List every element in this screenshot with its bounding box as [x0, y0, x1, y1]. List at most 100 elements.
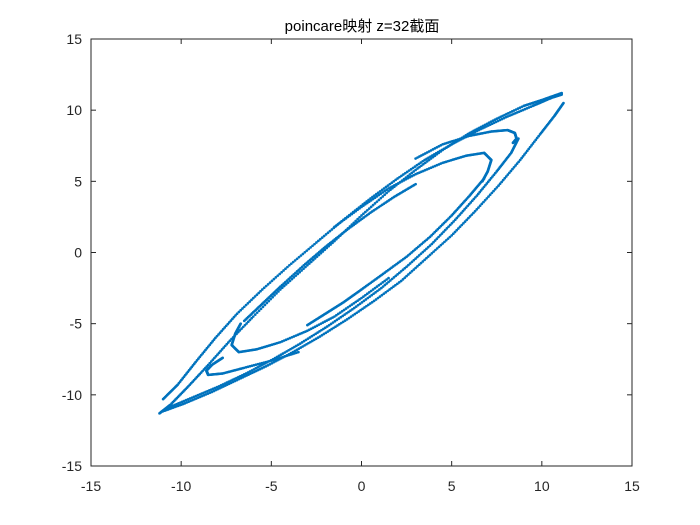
chart-title: poincare映射 z=32截面 [285, 18, 440, 35]
scatter-point [280, 270, 283, 274]
scatter-point [314, 332, 317, 336]
scatter-point [445, 227, 449, 230]
scatter-point [407, 273, 410, 276]
scatter-point [309, 246, 312, 249]
scatter-point [237, 310, 241, 314]
scatter-point [301, 252, 305, 256]
scatter-point [523, 153, 526, 156]
scatter-point [342, 218, 346, 222]
scatter-point [485, 197, 489, 200]
scatter-point [329, 322, 333, 326]
scatter-point [366, 296, 370, 300]
scatter-point [336, 312, 340, 316]
scatter-point [418, 165, 421, 169]
x-tick-label: -15 [81, 478, 101, 494]
scatter-point [383, 279, 387, 283]
scatter-curve-inner-upper-left-band [161, 93, 564, 401]
scatter-point [417, 162, 421, 166]
scatter-point [373, 202, 377, 205]
scatter-point [375, 195, 379, 198]
scatter-point [352, 211, 356, 214]
scatter-point [453, 230, 457, 234]
scatter-point [411, 166, 415, 170]
scatter-point [369, 289, 373, 293]
scatter-point [365, 208, 369, 212]
scatter-point [360, 205, 363, 209]
scatter-point [226, 322, 230, 326]
scatter-point [259, 307, 263, 311]
scatter-point [388, 182, 392, 186]
scatter-curve-outer-lower-right-band [159, 101, 565, 414]
scatter-point [332, 326, 335, 330]
scatter-point [357, 310, 361, 313]
scatter-point [326, 330, 330, 333]
scatter-point [385, 278, 388, 281]
scatter-point [401, 268, 405, 272]
scatter-curve-lower-inner-spiral [230, 276, 390, 354]
scatter-point [371, 197, 375, 201]
scatter-point [348, 304, 352, 308]
scatter-point [410, 171, 414, 175]
scatter-point [251, 315, 255, 318]
scatter-point [369, 205, 373, 209]
x-tick-label: 5 [448, 478, 456, 494]
scatter-point [336, 222, 340, 226]
scatter-point [480, 202, 484, 206]
scatter-point [286, 265, 289, 269]
scatter-point [360, 300, 364, 304]
scatter-point [416, 255, 419, 259]
scatter-point [465, 218, 469, 222]
scatter-point [339, 315, 343, 319]
scatter-point [423, 249, 426, 252]
scatter-point [398, 271, 401, 275]
scatter-point [407, 169, 411, 172]
scatter-point [375, 200, 379, 204]
scatter-point [324, 233, 328, 236]
scatter-point [370, 300, 374, 304]
scatter-point [428, 253, 432, 257]
scatter-point [470, 213, 474, 217]
scatter-point [377, 283, 381, 287]
scatter-point [379, 192, 383, 196]
scatter-point [407, 263, 410, 267]
scatter-point [318, 237, 322, 241]
scatter-point [362, 299, 366, 303]
scatter-point [351, 314, 355, 317]
scatter-point [360, 296, 363, 300]
scatter-point [463, 220, 467, 223]
scatter-point [382, 292, 386, 296]
scatter-point [307, 247, 311, 251]
scatter-point [215, 334, 219, 338]
y-tick-label: -15 [62, 458, 82, 474]
scatter-point [386, 184, 390, 187]
scatter-point [387, 276, 390, 280]
scatter-point [367, 291, 371, 294]
scatter-point [413, 165, 417, 168]
scatter-curve-inner-upper-dotted-arm [242, 182, 417, 323]
scatter-point [356, 299, 359, 303]
scatter-point [525, 149, 529, 153]
scatter-point [356, 217, 359, 221]
scatter-point [225, 342, 229, 346]
scatter-point [432, 250, 435, 254]
scatter-point [363, 306, 366, 309]
scatter-point [253, 313, 257, 316]
scatter-point [328, 229, 332, 233]
scatter-point [405, 170, 409, 174]
scatter-point [515, 162, 519, 165]
scatter-point [272, 277, 276, 281]
scatter-point [437, 245, 441, 249]
scatter-point [347, 316, 351, 320]
scatter-point [264, 284, 268, 288]
scatter-point [383, 189, 387, 193]
scatter-point [298, 342, 302, 345]
scatter-point [313, 242, 316, 246]
scatter-point [457, 227, 460, 230]
scatter-point [495, 186, 499, 189]
scatter-point [291, 260, 295, 264]
scatter-point [376, 289, 379, 293]
scatter-point [269, 297, 273, 301]
scatter-point [352, 301, 356, 305]
scatter-point [335, 224, 338, 227]
scatter-point [346, 215, 350, 219]
